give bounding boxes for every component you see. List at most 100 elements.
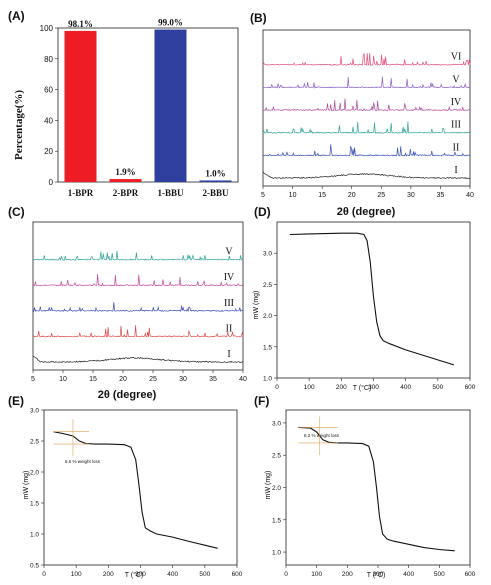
x-tick-label: 500 xyxy=(199,571,210,578)
panel-label-a: (A) xyxy=(8,9,25,23)
x-tick-label: 15 xyxy=(89,376,97,383)
x-tick-label: 400 xyxy=(403,571,414,578)
panel-d-tga: (D) T (°C) mW (mg) 0 100 200 300 400 500 600 1.… xyxy=(253,205,476,392)
y-tick-label: 1.5 xyxy=(263,344,272,351)
y-axis-label: Percentage(%) xyxy=(13,90,25,160)
y-axis-label: mW (mg) xyxy=(23,471,30,500)
y-tick-label: 80 xyxy=(44,55,53,64)
panel-label-d: (D) xyxy=(254,205,271,219)
x-tick-label: 30 xyxy=(179,376,187,383)
x-tick-label: 200 xyxy=(103,571,114,578)
x-tick-label: 15 xyxy=(318,192,326,199)
y-tick-label: 60 xyxy=(44,86,53,95)
panel-e-tga: (E) T (°C) mW (mg) 6.5 % weight loss 0 10… xyxy=(8,394,243,579)
x-tick-label: 25 xyxy=(377,192,385,199)
bar xyxy=(199,180,232,182)
x-tick-label: 30 xyxy=(407,192,415,199)
panel-label-e: (E) xyxy=(8,394,24,408)
x-tick-label: 600 xyxy=(232,571,243,578)
y-tick-label: 0.5 xyxy=(30,563,39,570)
x-tick-label: 10 xyxy=(59,376,67,383)
y-tick-label: 2.5 xyxy=(263,282,272,289)
panel-a-bar-chart: (A) Percentage(%) 0 20 40 60 80 100 98.1% 1-BPR… xyxy=(8,9,239,198)
series-line xyxy=(262,121,471,134)
x-axis-label: 2θ (degree) xyxy=(337,206,396,218)
x-tick-label: 100 xyxy=(71,571,82,578)
x-tick-label: 35 xyxy=(209,376,217,383)
y-tick-label: 2.0 xyxy=(30,470,39,477)
x-tick-label: 100 xyxy=(311,571,322,578)
series-label: VI xyxy=(451,52,462,63)
series-line xyxy=(32,355,244,364)
y-tick-label: 1.0 xyxy=(263,376,272,383)
series-label: IV xyxy=(224,272,235,283)
x-axis-label: T (°C) xyxy=(367,571,386,579)
x-tick-label: 0 xyxy=(284,571,288,578)
plot-frame xyxy=(57,27,239,183)
weight-loss-annotation: 8.2 % weight loss xyxy=(304,433,340,438)
x-tick-label: 5 xyxy=(261,192,265,199)
plot-frame xyxy=(32,221,244,371)
x-tick-label: 1-BPR xyxy=(68,188,94,198)
x-tick-label: 500 xyxy=(434,571,445,578)
tga-curve xyxy=(53,431,218,549)
weight-loss-annotation: 6.5 % weight loss xyxy=(65,459,101,464)
series-label: V xyxy=(452,74,460,85)
x-tick-label: 400 xyxy=(400,384,411,391)
x-tick-label: 300 xyxy=(373,571,384,578)
data-label: 98.1% xyxy=(68,19,93,29)
y-axis-label: mW (mg) xyxy=(265,471,272,500)
series-line xyxy=(262,52,471,66)
series-line xyxy=(32,302,244,313)
series-label: I xyxy=(454,165,457,176)
y-tick-label: 2.5 xyxy=(30,439,39,446)
x-tick-label: 5 xyxy=(31,376,35,383)
series-label: I xyxy=(227,349,230,360)
x-tick-label: 200 xyxy=(336,384,347,391)
panel-label-c: (C) xyxy=(8,205,25,219)
panel-label-b: (B) xyxy=(250,11,267,25)
y-tick-label: 20 xyxy=(44,147,53,156)
x-tick-label: 25 xyxy=(149,376,157,383)
x-axis-label: T (°C) xyxy=(353,384,372,392)
y-tick-label: 100 xyxy=(40,24,54,33)
y-tick-label: 40 xyxy=(44,116,53,125)
x-tick-label: 40 xyxy=(239,376,247,383)
tga-curve xyxy=(298,426,455,552)
x-tick-label: 500 xyxy=(432,384,443,391)
x-tick-label: 40 xyxy=(466,192,474,199)
series-label: III xyxy=(451,120,461,131)
x-tick-label: 300 xyxy=(368,384,379,391)
panel-b-xrd: (B) 2θ (degree) 5 10 15 20 25 30 35 40IIIIIIIVV… xyxy=(250,11,474,218)
series-line xyxy=(262,76,471,89)
y-tick-label: 3.0 xyxy=(272,420,281,427)
series-line xyxy=(32,250,243,262)
x-axis-label: 2θ (degree) xyxy=(98,389,157,401)
y-tick-label: 1.0 xyxy=(30,532,39,539)
series-label: V xyxy=(225,247,233,258)
series-label: II xyxy=(453,142,460,153)
series-label: II xyxy=(226,323,233,334)
x-tick-label: 20 xyxy=(348,192,356,199)
y-tick-label: 1.5 xyxy=(30,501,39,508)
plot-frame xyxy=(262,29,471,187)
x-tick-label: 100 xyxy=(304,384,315,391)
series-line xyxy=(262,98,471,112)
y-tick-label: 0 xyxy=(49,178,54,187)
data-label: 99.0% xyxy=(158,18,183,28)
x-tick-label: 35 xyxy=(437,192,445,199)
series-label: IV xyxy=(451,97,462,108)
bar xyxy=(109,179,142,182)
panel-f-tga: (F) T (°C) mW (mg) 8.2 % weight loss 0 10… xyxy=(254,394,476,579)
bar xyxy=(64,30,97,183)
x-tick-label: 10 xyxy=(289,192,297,199)
x-tick-label: 2-BBU xyxy=(202,188,229,198)
series-line xyxy=(32,325,244,338)
y-tick-label: 2.5 xyxy=(272,453,281,460)
x-tick-label: 0 xyxy=(42,571,46,578)
x-tick-label: 300 xyxy=(135,571,146,578)
x-tick-label: 600 xyxy=(465,384,476,391)
series-line xyxy=(262,171,471,180)
